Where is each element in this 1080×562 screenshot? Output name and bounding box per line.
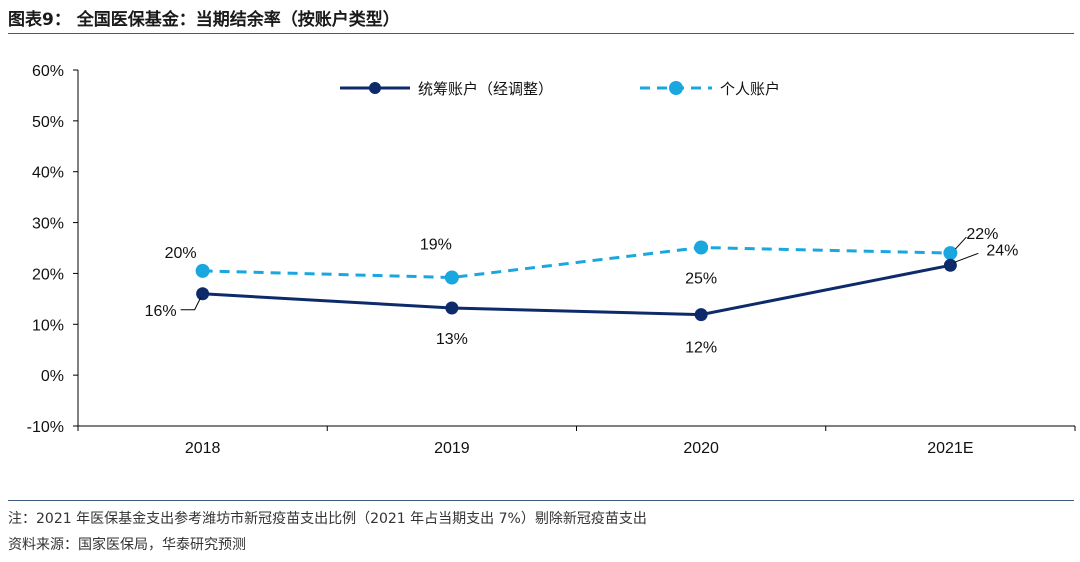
x-tick-label: 2018 (185, 440, 221, 457)
chart-data-labels: 16% 13% 12% 24% 20% 19% 25% 22% (145, 226, 1019, 357)
data-point-dashed (444, 270, 459, 285)
y-tick-label: 30% (32, 216, 64, 233)
data-label-dashed: 22% (966, 226, 998, 243)
legend-marker-dashed (669, 81, 683, 95)
y-tick-label: 40% (32, 165, 64, 182)
chart-title: 图表9： 全国医保基金：当期结余率（按账户类型） (8, 10, 400, 30)
leader-line (955, 236, 967, 250)
data-point-solid (445, 301, 459, 315)
x-tick-label: 2019 (434, 440, 470, 457)
leader-line (180, 297, 202, 311)
y-tick-label: 10% (32, 317, 64, 334)
series-line-dashed (202, 245, 951, 279)
data-label-dashed: 20% (165, 245, 197, 262)
chart-series (195, 240, 958, 322)
data-label-dashed: 19% (420, 236, 452, 253)
y-tick-label: 20% (32, 266, 64, 283)
y-tick-label: 50% (32, 114, 64, 131)
y-tick-label: 60% (32, 63, 64, 80)
data-label-solid: 13% (436, 331, 468, 348)
data-label-solid: 24% (986, 242, 1018, 259)
data-label-solid: 16% (145, 303, 177, 320)
y-tick-label: 0% (41, 368, 64, 385)
leader-line (954, 252, 979, 263)
data-point-dashed (943, 246, 958, 261)
data-point-solid (943, 258, 957, 272)
x-tick-label: 2021E (927, 440, 973, 457)
legend-label-dashed: 个人账户 (720, 80, 780, 98)
data-label-dashed: 25% (685, 270, 717, 287)
data-label-solid: 12% (685, 340, 717, 357)
series-line-solid (202, 263, 951, 317)
chart-legend: 统筹账户（经调整） 个人账户 (340, 80, 780, 98)
line-chart: 60% 50% 40% 30% 20% 10% 0% -10% 2018 2019 2020 2021… (27, 63, 1076, 457)
source-note: 资料来源：国家医保局，华泰研究预测 (8, 537, 246, 553)
data-point-dashed (195, 263, 210, 278)
chart-axes: 60% 50% 40% 30% 20% 10% 0% -10% 2018 2019 2020 2021… (27, 63, 1076, 457)
footnote: 注：2021 年医保基金支出参考潍坊市新冠疫苗支出比例（2021 年占当期支出 … (8, 511, 647, 527)
x-tick-label: 2020 (683, 440, 719, 457)
data-point-solid (694, 308, 708, 322)
legend-label-solid: 统筹账户（经调整） (418, 80, 553, 98)
data-point-solid (196, 287, 210, 301)
data-point-dashed (694, 240, 709, 255)
footer-divider (8, 500, 1074, 501)
y-tick-label: -10% (27, 419, 64, 436)
legend-marker-solid (369, 82, 381, 94)
title-divider (8, 33, 1074, 34)
